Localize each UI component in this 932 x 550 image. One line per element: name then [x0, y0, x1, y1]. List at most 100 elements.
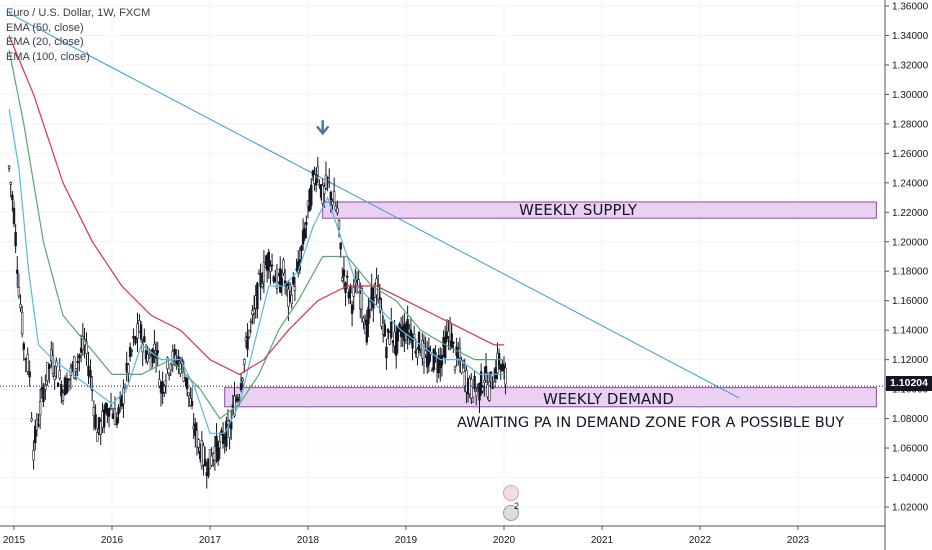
last-price-tag: 1.10204	[886, 376, 932, 391]
candle-body	[471, 396, 475, 403]
candle-body	[241, 378, 244, 382]
time-tick-label: 2021	[591, 535, 614, 546]
candle-body	[303, 228, 306, 239]
supply-zone-label: WEEKLY SUPPLY	[519, 201, 638, 219]
ema-line-100	[8, 35, 504, 376]
candle-body	[412, 334, 416, 338]
legend-ema-20[interactable]: EMA (20, close)	[6, 36, 84, 48]
candle-body	[504, 367, 507, 385]
price-tick-label: 1.22000	[892, 208, 929, 219]
candle-body	[323, 186, 326, 194]
price-tick-label: 1.16000	[892, 296, 929, 307]
candle-body	[122, 387, 125, 405]
candle-body	[53, 375, 56, 380]
candle-body	[32, 450, 35, 461]
candle-body	[42, 387, 45, 403]
candle-body	[287, 288, 290, 307]
events-icon[interactable]	[503, 505, 519, 521]
time-tick-label: 2020	[493, 535, 516, 546]
candle-body	[117, 407, 120, 415]
candle-body	[337, 219, 341, 229]
candle-body	[85, 341, 88, 354]
note-label: AWAITING PA IN DEMAND ZONE FOR A POSSIBL…	[457, 415, 845, 431]
candle-body	[256, 282, 259, 310]
candle-body	[153, 343, 156, 351]
candle-body	[321, 185, 324, 204]
candle-body	[146, 353, 149, 362]
candle-body	[406, 319, 409, 339]
candle-body	[61, 392, 65, 401]
trend-line	[8, 12, 740, 399]
legend-ema-50[interactable]: EMA (50, close)	[6, 21, 84, 34]
candle-body	[470, 379, 473, 399]
candle-body	[365, 319, 368, 343]
candle-body	[390, 321, 393, 338]
candle-body	[38, 401, 42, 416]
candle-body	[220, 430, 223, 434]
flag-event-icon[interactable]	[503, 485, 519, 501]
chart-legend: Euro / U.S. Dollar, 1W, FXCM EMA (50, cl…	[6, 6, 150, 64]
candle-body	[210, 455, 213, 466]
time-tick-label: 2017	[199, 535, 222, 546]
candle-body	[16, 269, 19, 274]
candle-body	[225, 421, 228, 447]
candle-body	[453, 366, 457, 371]
candle-body	[12, 207, 16, 224]
time-tick-label: 2016	[101, 535, 124, 546]
candle-body	[249, 320, 253, 323]
candle-body	[166, 357, 169, 370]
price-tick-label: 1.12000	[892, 355, 929, 366]
candle-body	[367, 307, 370, 325]
candle-body	[14, 231, 17, 247]
candle-body	[190, 401, 194, 407]
candle-body	[63, 377, 67, 396]
candle-body	[79, 347, 83, 353]
candle-body	[46, 361, 49, 381]
candle-body	[262, 261, 266, 282]
candle-body	[156, 350, 159, 354]
candle-body	[349, 285, 352, 294]
price-tick-label: 1.36000	[892, 2, 929, 13]
candle-body	[300, 245, 303, 251]
candle-body	[202, 445, 205, 466]
candle-body	[94, 414, 97, 429]
candle-body	[331, 201, 334, 206]
candle-body	[310, 184, 313, 206]
candle-body	[267, 251, 270, 270]
candle-body	[248, 330, 251, 338]
candle-body	[30, 418, 33, 422]
legend-symbol[interactable]: Euro / U.S. Dollar, 1W, FXCM	[6, 7, 151, 19]
candle-body	[328, 181, 331, 184]
candle-body	[73, 356, 76, 379]
candle-body	[430, 369, 434, 372]
price-tick-label: 1.28000	[892, 119, 929, 130]
time-tick-label: 2022	[689, 535, 712, 546]
candle-body	[134, 336, 137, 344]
candle-body	[158, 379, 161, 388]
candle-body	[380, 308, 383, 327]
candle-body	[48, 364, 51, 369]
candle-body	[226, 420, 230, 425]
candle-body	[341, 277, 344, 282]
candle-body	[243, 359, 246, 365]
legend-ema-100[interactable]: EMA (100, close)	[6, 50, 90, 63]
candle-body	[484, 366, 488, 374]
candle-body	[383, 324, 386, 337]
candle-body	[238, 397, 241, 400]
candle-body	[386, 328, 390, 333]
candle-body	[368, 301, 372, 310]
candle-body	[44, 384, 47, 390]
candle-body	[104, 402, 107, 413]
candle-body	[11, 194, 14, 201]
candle-body	[17, 287, 21, 297]
ema-line-20	[8, 109, 504, 434]
candle-body	[20, 312, 24, 335]
candle-body	[102, 409, 106, 428]
candle-body	[230, 421, 233, 430]
time-tick-label: 2015	[3, 535, 26, 546]
candle-body	[362, 317, 365, 323]
candle-body	[65, 378, 69, 394]
candle-body	[336, 207, 339, 214]
